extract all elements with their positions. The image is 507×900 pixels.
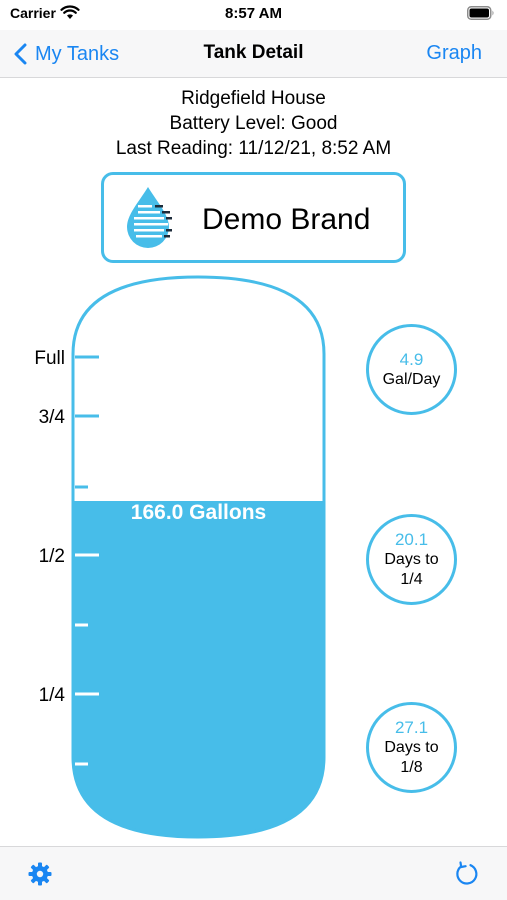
tank-fill-level <box>73 501 324 837</box>
stat-label: Days to <box>384 739 439 756</box>
last-reading: Last Reading: 11/12/21, 8:52 AM <box>115 138 392 159</box>
page-title: Tank Detail <box>203 42 304 63</box>
stat-value: 27.1 <box>394 718 429 737</box>
tank-info: Ridgefield House Battery Level: Good Las… <box>0 86 507 161</box>
back-button[interactable]: My Tanks <box>14 40 119 68</box>
stat-label: 1/8 <box>400 759 423 776</box>
battery-level: Battery Level: Good <box>169 113 338 134</box>
status-bar: Carrier 8:57 AM <box>0 0 507 30</box>
tank-gauge: Full 3/4 1/2 1/4 166.0 Gallons <box>0 270 507 850</box>
wifi-icon <box>60 5 80 25</box>
gallons-per-day-stat: 4.9 Gal/Day <box>366 324 457 415</box>
brand-name: Demo Brand <box>202 203 371 236</box>
location-name: Ridgefield House <box>181 88 326 109</box>
level-label-quarter: 1/4 <box>38 685 65 706</box>
level-label-full: Full <box>34 348 65 369</box>
carrier-label: Carrier <box>10 5 56 21</box>
stat-label: Days to <box>384 551 439 568</box>
bottom-toolbar <box>0 846 507 900</box>
tank-tick-marks <box>75 355 99 766</box>
brand-box: Demo Brand <box>101 172 406 263</box>
refresh-icon[interactable] <box>453 860 481 893</box>
graph-button[interactable]: Graph <box>426 42 482 64</box>
gear-icon[interactable] <box>28 862 52 891</box>
chevron-left-icon <box>14 43 27 65</box>
status-time: 8:57 AM <box>225 5 282 22</box>
battery-icon <box>467 6 495 25</box>
days-to-quarter-stat: 20.1 Days to 1/4 <box>366 514 457 605</box>
stat-label: 1/4 <box>400 571 423 588</box>
stat-value: 20.1 <box>394 530 429 549</box>
water-drop-icon <box>124 185 174 254</box>
level-label-three-quarters: 3/4 <box>38 407 65 428</box>
back-button-label: My Tanks <box>35 42 120 65</box>
gallons-label: 166.0 Gallons <box>130 501 267 524</box>
days-to-eighth-stat: 27.1 Days to 1/8 <box>366 702 457 793</box>
stat-label: Gal/Day <box>382 371 441 388</box>
tank-graphic <box>71 275 326 839</box>
level-label-half: 1/2 <box>38 546 65 567</box>
stat-value: 4.9 <box>399 350 424 369</box>
navigation-bar: My Tanks Tank Detail Graph <box>0 30 507 78</box>
